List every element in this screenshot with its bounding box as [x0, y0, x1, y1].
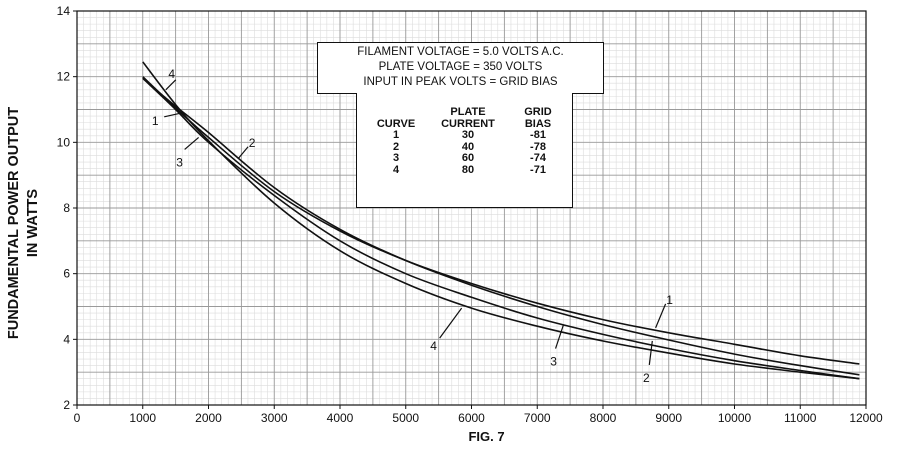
conditions-line-3: INPUT IN PEAK VOLTS = GRID BIAS: [363, 76, 558, 88]
y-tick-label: 12: [57, 70, 71, 84]
series-lines: [142, 61, 860, 380]
x-tick-label: 5000: [392, 411, 419, 425]
plate-current-cell: 30: [461, 129, 475, 141]
x-tick-label: 7000: [524, 411, 551, 425]
col-header-plate-current: PLATE CURRENT: [441, 106, 495, 130]
x-tick-label: 9000: [655, 411, 682, 425]
curve-table: CURVE PLATE CURRENT GRID BIAS 1 30 -81 2 4…: [365, 106, 567, 177]
y-axis-label-line-2: IN WATTS: [25, 188, 41, 258]
curve-1-line: [142, 76, 860, 365]
curve-2-label: 2: [643, 371, 650, 385]
curve-2-line: [142, 77, 860, 376]
y-tick-label: 6: [63, 267, 70, 281]
x-tick-label: 3000: [261, 411, 288, 425]
curve-3-leader: [184, 136, 200, 150]
curve-1-label: 1: [152, 114, 159, 128]
curve-4-line: [142, 61, 860, 380]
curve-3-label: 3: [176, 155, 183, 169]
x-tick-label: 12000: [849, 411, 883, 425]
conditions-line-1: FILAMENT VOLTAGE = 5.0 VOLTS A.C.: [357, 46, 564, 58]
axis-ticks: 0 1000 2000 3000 4000 5000 6000 7000 8000 9000 100…: [57, 4, 883, 425]
plate-current-cell: 60: [461, 152, 475, 164]
conditions-box: FILAMENT VOLTAGE = 5.0 VOLTS A.C. PLATE …: [317, 42, 604, 94]
table-row: 1 30 -81: [365, 129, 567, 142]
x-tick-label: 11000: [784, 411, 817, 425]
curve-3-line: [142, 77, 860, 380]
y-tick-label: 4: [63, 332, 70, 346]
y-tick-label: 14: [57, 4, 71, 18]
curve-4-label: 4: [430, 339, 437, 353]
curve-1-leader: [164, 112, 183, 118]
curve-2-label: 2: [249, 136, 256, 150]
y-tick-label: 8: [63, 201, 70, 215]
curve-2-leader: [648, 340, 653, 366]
x-tick-label: 2000: [195, 411, 222, 425]
curve-4-leader: [165, 79, 177, 91]
x-tick-label: 0: [74, 411, 81, 425]
x-tick-label: 6000: [458, 411, 485, 425]
grid-bias-cell: -71: [530, 163, 546, 176]
curve-1-label: 1: [666, 293, 673, 307]
grid-bias-cell: -78: [530, 140, 546, 153]
y-tick-label: 10: [57, 135, 71, 149]
x-tick-label: 10000: [718, 411, 752, 425]
curve-table-header-row: CURVE PLATE CURRENT GRID BIAS: [365, 106, 567, 130]
curve-4-leader: [439, 307, 463, 339]
table-row: 2 40 -78: [365, 140, 567, 154]
col-header-curve: CURVE: [376, 117, 416, 130]
curve-cell: 4: [392, 163, 400, 176]
table-row: 3 60 -74: [365, 152, 567, 165]
plate-current-cell: 80: [461, 163, 475, 176]
curve-1-leader: [655, 303, 667, 329]
y-axis-label: FUNDAMENTAL POWER OUTPUT IN WATTS: [5, 63, 45, 383]
y-tick-label: 2: [63, 398, 70, 412]
x-tick-label: 4000: [327, 411, 354, 425]
col-header-grid-bias: GRID BIAS: [524, 106, 552, 130]
curve-cell: 1: [392, 129, 400, 141]
x-tick-label: 8000: [590, 411, 617, 425]
y-axis-label-line-1: FUNDAMENTAL POWER OUTPUT: [6, 106, 22, 340]
table-row: 4 80 -71: [365, 163, 567, 177]
curve-4-label: 4: [168, 67, 175, 81]
grid-bias-cell: -81: [530, 129, 546, 141]
curve-table-box: CURVE PLATE CURRENT GRID BIAS 1 30 -81 2 4…: [356, 93, 573, 208]
grid-bias-cell: -74: [530, 152, 546, 164]
curve-cell: 3: [392, 152, 400, 164]
x-tick-label: 1000: [129, 411, 156, 425]
conditions-line-2: PLATE VOLTAGE = 350 VOLTS: [378, 61, 543, 73]
plate-current-cell: 40: [461, 140, 475, 153]
figure-caption: FIG. 7: [468, 429, 505, 444]
curve-3-label: 3: [550, 355, 557, 369]
curve-cell: 2: [392, 140, 400, 153]
curve-2-leader: [237, 146, 249, 160]
curve-3-leader: [554, 324, 565, 349]
